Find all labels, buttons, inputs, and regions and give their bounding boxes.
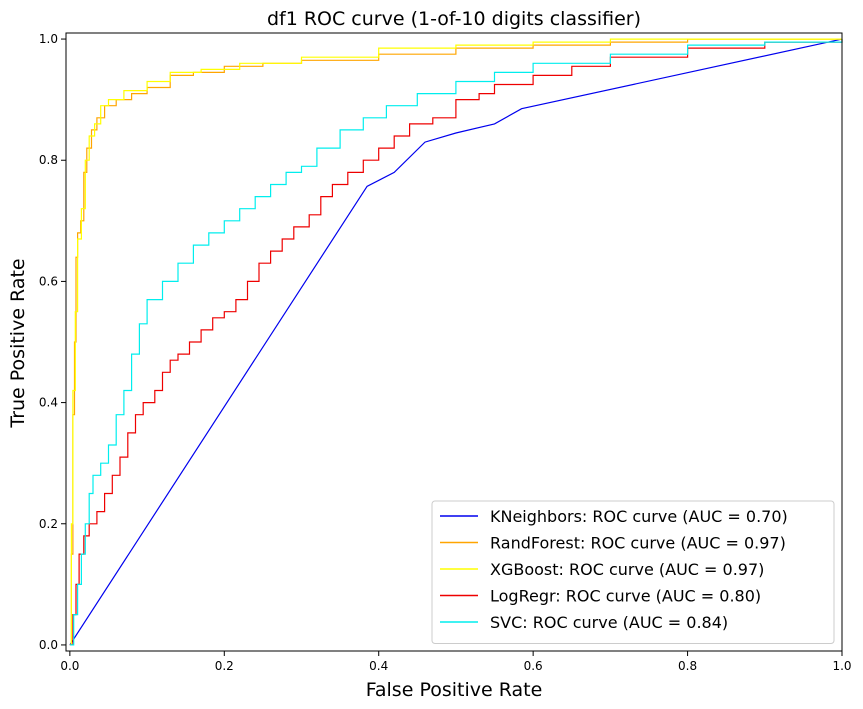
x-tick-label: 0.4 <box>369 659 388 673</box>
y-tick-label: 1.0 <box>39 32 58 46</box>
series-line-0 <box>69 38 843 646</box>
series-line-3 <box>69 39 843 646</box>
x-tick-label: 0.8 <box>678 659 697 673</box>
series-line-2 <box>69 38 842 646</box>
plot-area: 0.0 0.2 0.4 0.6 0.8 1.0 0.0 0.2 0.4 0.6 0.8 1.0 <box>39 32 852 673</box>
y-tick-label: 0.8 <box>39 153 58 167</box>
series-line-4 <box>69 39 843 646</box>
x-axis-label: False Positive Rate <box>366 679 543 701</box>
legend-entry: KNeighbors: ROC curve (AUC = 0.70) <box>490 507 788 526</box>
legend-entry: XGBoost: ROC curve (AUC = 0.97) <box>490 560 764 579</box>
legend: KNeighbors: ROC curve (AUC = 0.70) RandFo… <box>431 500 835 644</box>
y-tick-label: 0.4 <box>39 396 58 410</box>
y-tick-label: 0.0 <box>39 638 58 652</box>
y-axis-label: True Positive Rate <box>7 258 29 428</box>
x-tick-label: 0.0 <box>60 659 79 673</box>
legend-entry: SVC: ROC curve (AUC = 0.84) <box>490 613 728 632</box>
y-tick-label: 0.6 <box>39 274 58 288</box>
x-tick-label: 0.2 <box>215 659 234 673</box>
chart-title: df1 ROC curve (1-of-10 digits classifier… <box>267 8 641 30</box>
legend-entry: RandForest: ROC curve (AUC = 0.97) <box>490 534 786 553</box>
axes-frame <box>65 32 843 652</box>
x-tick-label: 1.0 <box>832 659 851 673</box>
x-tick-label: 0.6 <box>524 659 543 673</box>
legend-entry: LogRegr: ROC curve (AUC = 0.80) <box>490 587 761 606</box>
legend-box <box>431 500 835 644</box>
y-tick-label: 0.2 <box>39 517 58 531</box>
